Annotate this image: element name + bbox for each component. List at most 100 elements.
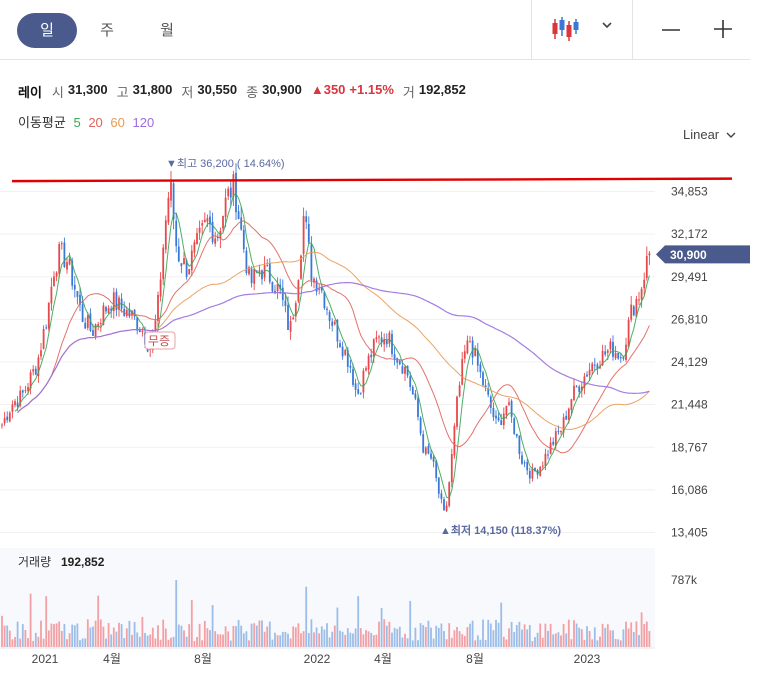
volume-bar bbox=[375, 634, 378, 647]
candle bbox=[458, 385, 461, 397]
close-value: 30,900 bbox=[262, 82, 302, 97]
candle bbox=[190, 250, 193, 271]
volume-bar bbox=[461, 634, 464, 647]
volume-bar bbox=[567, 619, 570, 647]
volume-bar bbox=[185, 636, 188, 647]
volume-bar bbox=[609, 630, 612, 647]
candle bbox=[310, 244, 313, 281]
volume-bar bbox=[554, 633, 557, 647]
x-tick-label: 2023 bbox=[574, 652, 601, 666]
volume-bar bbox=[536, 632, 539, 647]
candle bbox=[255, 270, 258, 272]
volume-bar bbox=[638, 635, 640, 647]
horizontal-line[interactable] bbox=[11, 177, 733, 183]
scale-selector[interactable]: Linear bbox=[683, 127, 737, 142]
volume-bar bbox=[318, 633, 321, 647]
candle bbox=[336, 319, 339, 342]
volume-bar bbox=[328, 637, 331, 647]
candle bbox=[471, 340, 474, 358]
volume-bar bbox=[302, 631, 305, 647]
volume-bar bbox=[570, 639, 573, 647]
volume-bar bbox=[523, 624, 526, 647]
candle bbox=[209, 216, 211, 225]
volume-bar bbox=[32, 640, 35, 647]
candle bbox=[328, 312, 331, 321]
low-value: 30,550 bbox=[197, 82, 238, 97]
volume-bar bbox=[599, 636, 601, 647]
candle bbox=[638, 299, 640, 301]
candle bbox=[497, 417, 500, 421]
ma20-line bbox=[17, 220, 650, 454]
candle bbox=[580, 386, 583, 391]
candle bbox=[185, 260, 188, 277]
change-percent: +1.15% bbox=[349, 82, 394, 97]
volume-bar bbox=[479, 639, 482, 647]
volume-bar bbox=[84, 638, 87, 647]
volume-bar bbox=[573, 620, 575, 647]
volume-bar bbox=[76, 623, 79, 647]
volume-bar bbox=[97, 595, 100, 647]
volume-bar bbox=[448, 623, 451, 647]
candle bbox=[383, 339, 386, 345]
volume-bar bbox=[258, 620, 261, 647]
volume-bar bbox=[94, 620, 97, 647]
volume-bar bbox=[151, 627, 154, 647]
candlestick-icon[interactable] bbox=[551, 16, 581, 42]
low-label: 저 bbox=[181, 85, 194, 100]
chevron-down-icon[interactable] bbox=[600, 18, 614, 32]
candle bbox=[619, 357, 622, 359]
volume-bar bbox=[222, 634, 224, 647]
volume-bar bbox=[255, 625, 258, 647]
candle bbox=[315, 280, 318, 292]
volume-bar bbox=[216, 634, 219, 647]
price-tick-label: 32,172 bbox=[671, 227, 708, 241]
tab-monthly[interactable]: 월 bbox=[160, 22, 174, 39]
minus-icon[interactable] bbox=[660, 20, 682, 40]
event-badge[interactable] bbox=[144, 331, 176, 350]
x-tick-label: 8월 bbox=[466, 652, 484, 666]
volume-bar bbox=[456, 627, 458, 647]
candle bbox=[16, 402, 19, 407]
candle bbox=[448, 482, 451, 506]
volume-bar bbox=[323, 629, 326, 647]
candle bbox=[398, 360, 401, 365]
volume-bar bbox=[495, 619, 497, 647]
candle bbox=[323, 292, 326, 309]
volume-bar bbox=[370, 632, 373, 647]
candle bbox=[401, 366, 404, 374]
volume-bar bbox=[341, 631, 344, 647]
ma-60[interactable]: 60 bbox=[110, 115, 125, 130]
volume-bar bbox=[409, 600, 412, 647]
volume-bar bbox=[593, 627, 596, 647]
candle bbox=[133, 309, 136, 317]
volume-bar bbox=[578, 627, 581, 647]
tab-weekly[interactable]: 주 bbox=[100, 22, 114, 39]
candle bbox=[164, 220, 167, 250]
candle bbox=[365, 368, 367, 371]
candle bbox=[406, 365, 409, 376]
candle bbox=[201, 223, 204, 226]
volume-bar bbox=[110, 634, 113, 647]
price-tick-label: 34,853 bbox=[671, 185, 708, 199]
candle bbox=[287, 305, 289, 330]
ma-5[interactable]: 5 bbox=[73, 115, 81, 130]
candle bbox=[411, 386, 414, 395]
volume-bar bbox=[419, 623, 422, 647]
plus-icon[interactable] bbox=[712, 18, 734, 40]
current-price-label: 30,900 bbox=[670, 248, 707, 262]
ma60-line bbox=[17, 251, 650, 430]
ma-20[interactable]: 20 bbox=[88, 115, 103, 130]
ma-120[interactable]: 120 bbox=[132, 115, 155, 130]
volume-bar bbox=[37, 636, 40, 647]
volume-bar bbox=[63, 623, 66, 647]
tab-daily[interactable]: 일 bbox=[17, 13, 77, 48]
period-tabs: 일 주 월 bbox=[17, 13, 197, 48]
volume-bar bbox=[27, 638, 29, 647]
toolbar-divider bbox=[531, 0, 532, 59]
candle bbox=[42, 329, 45, 349]
volume-bar bbox=[349, 632, 352, 647]
volume-bar bbox=[263, 631, 266, 647]
volume-bar bbox=[183, 630, 185, 647]
volume-bar bbox=[437, 627, 440, 647]
